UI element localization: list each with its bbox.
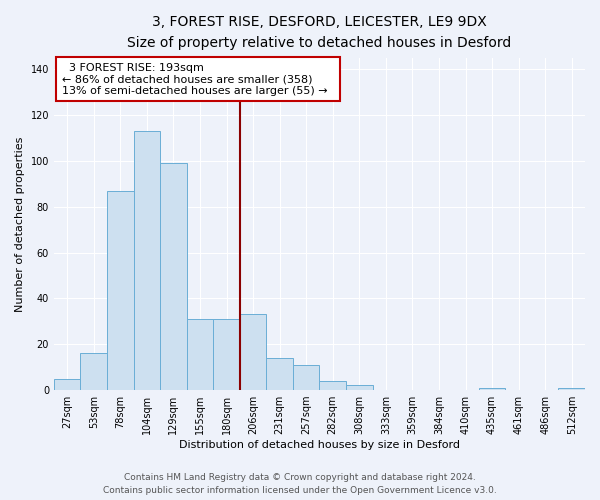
Bar [319,381,346,390]
Bar [240,314,266,390]
Bar [80,354,107,390]
Text: Contains HM Land Registry data © Crown copyright and database right 2024.
Contai: Contains HM Land Registry data © Crown c… [103,474,497,495]
Bar [134,131,160,390]
Bar [160,163,187,390]
Bar [213,319,240,390]
Text: 3 FOREST RISE: 193sqm
← 86% of detached houses are smaller (358)
13% of semi-det: 3 FOREST RISE: 193sqm ← 86% of detached … [62,62,335,96]
Bar [346,386,373,390]
Bar [187,319,213,390]
Bar [479,388,505,390]
X-axis label: Distribution of detached houses by size in Desford: Distribution of detached houses by size … [179,440,460,450]
Bar [266,358,293,390]
Bar [293,365,319,390]
Bar [559,388,585,390]
Y-axis label: Number of detached properties: Number of detached properties [15,136,25,312]
Title: 3, FOREST RISE, DESFORD, LEICESTER, LE9 9DX
Size of property relative to detache: 3, FOREST RISE, DESFORD, LEICESTER, LE9 … [127,15,512,50]
Bar [107,190,134,390]
Bar [54,378,80,390]
